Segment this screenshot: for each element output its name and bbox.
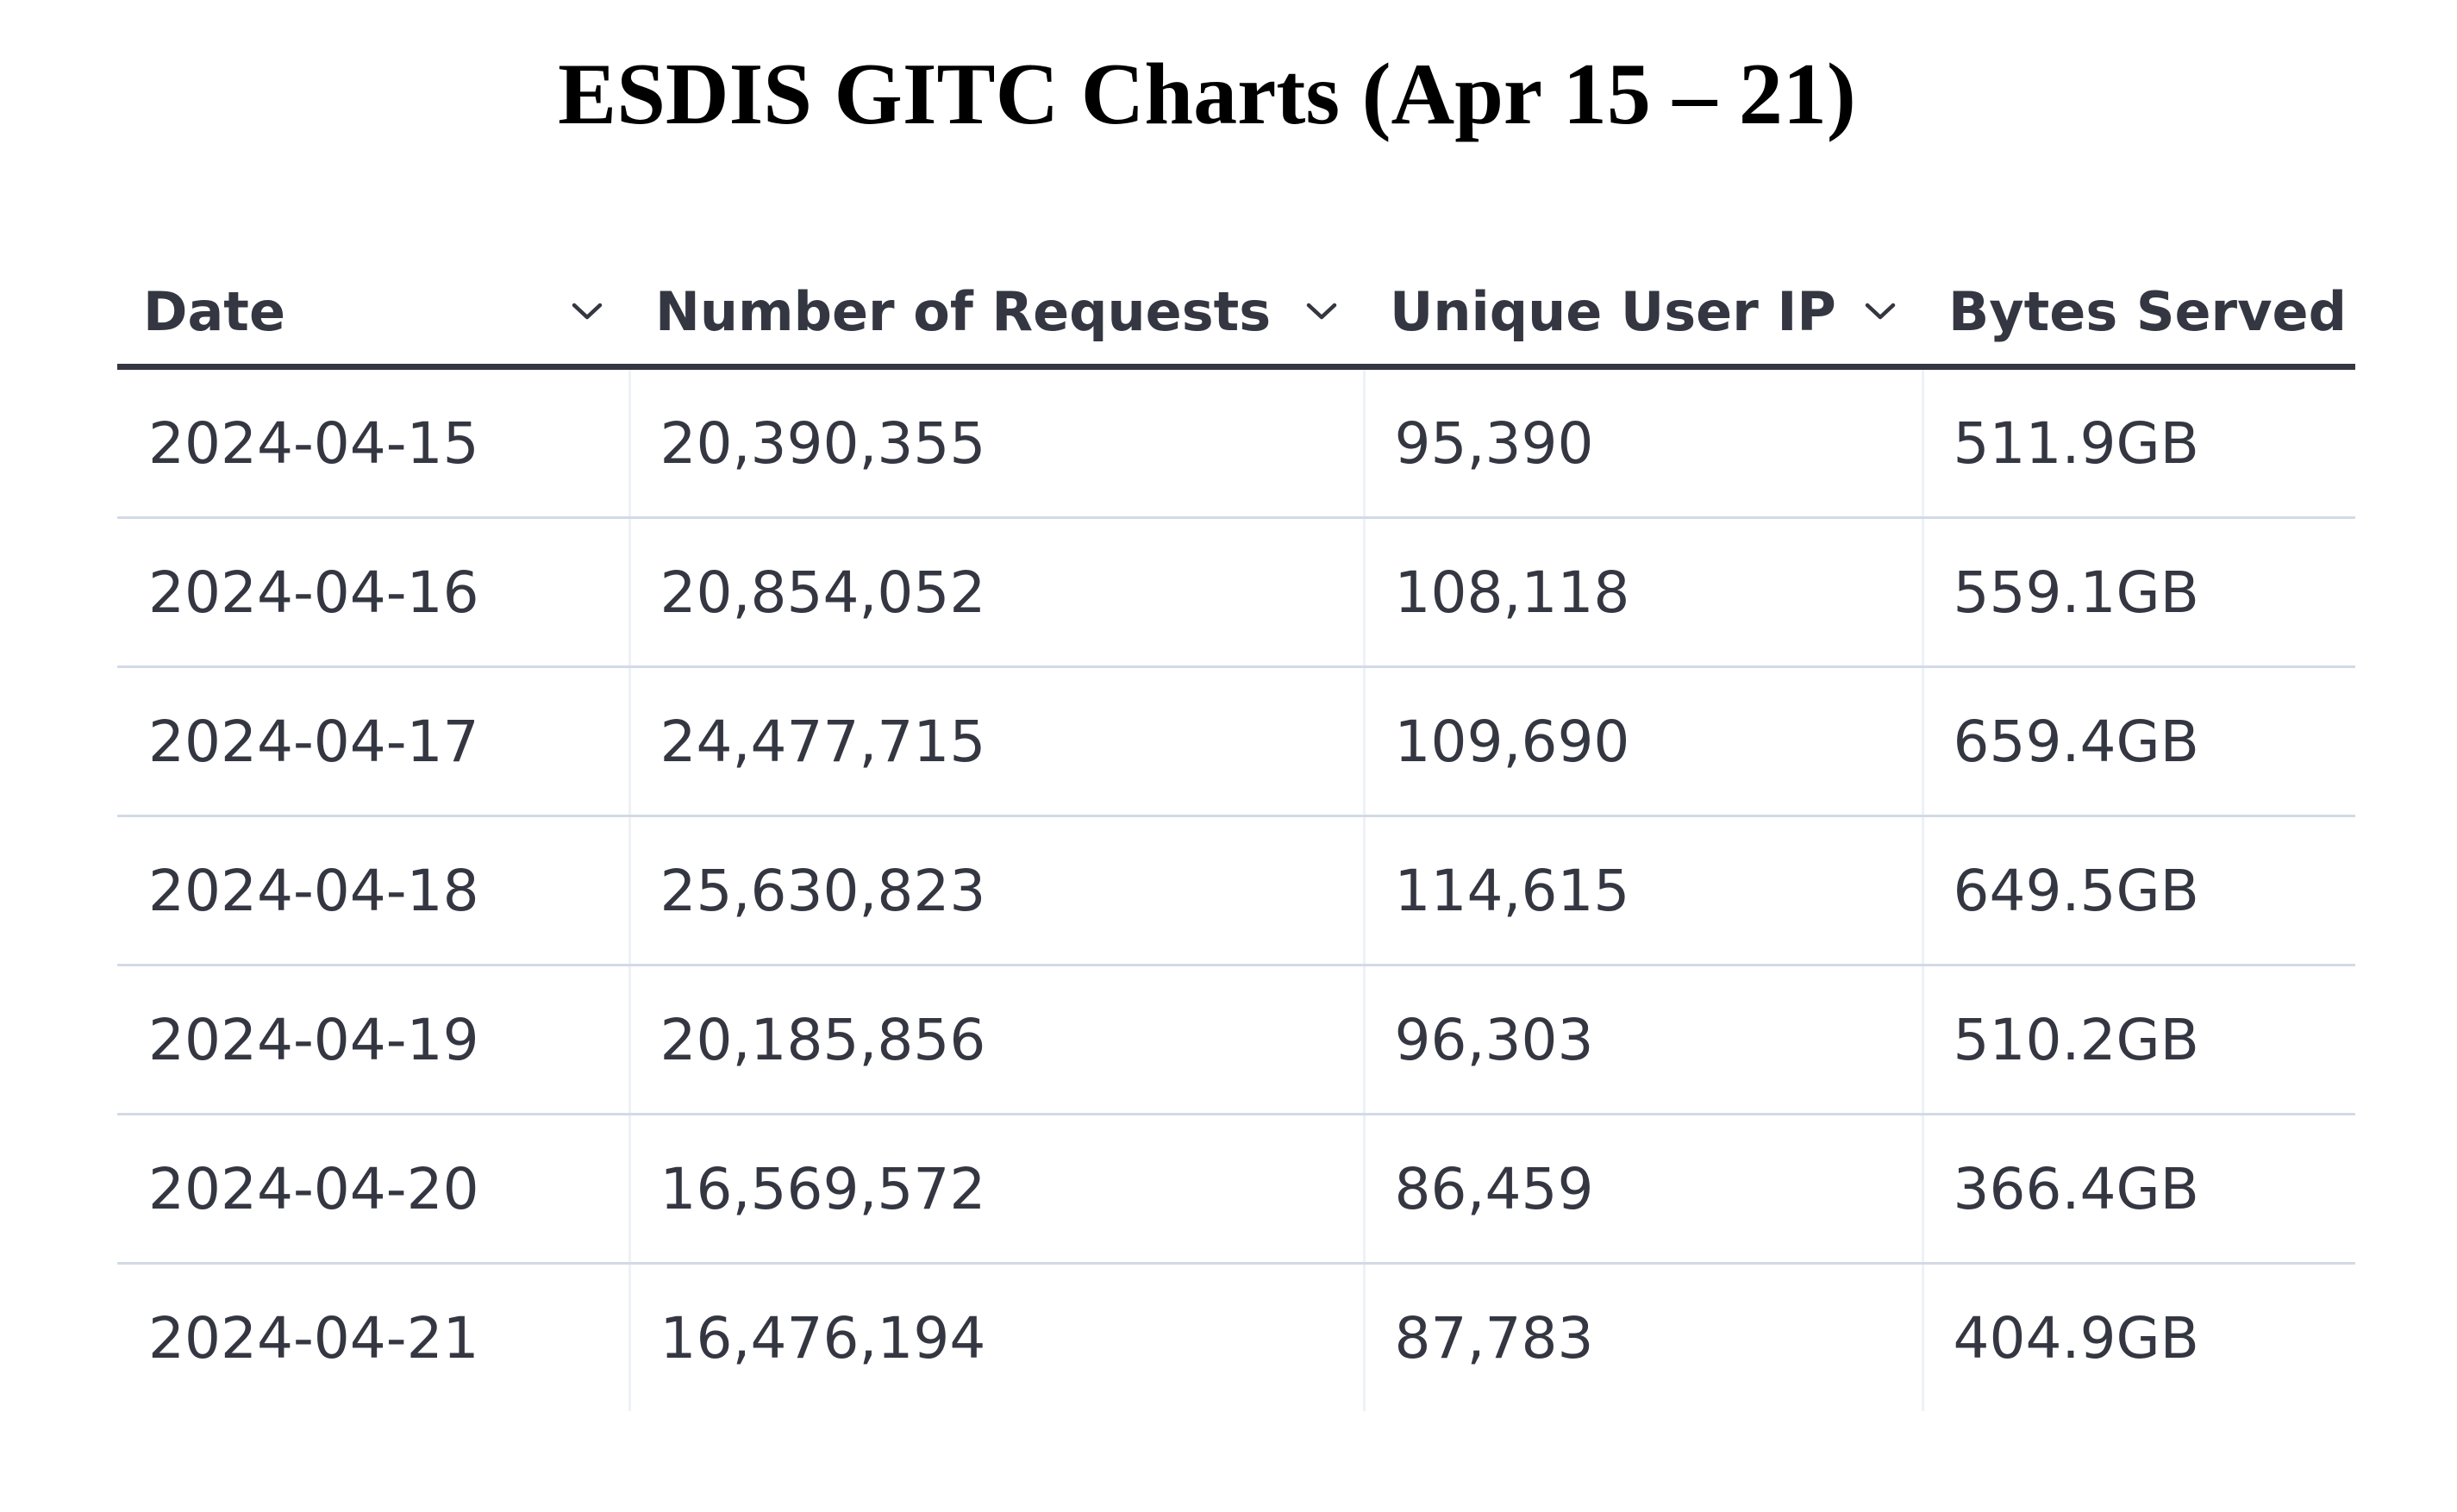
column-header-number-of-requests[interactable]: Number of Requests — [629, 259, 1364, 370]
cell-unique-user-ip: 109,690 — [1362, 666, 1922, 817]
table-row: 2024-04-19 20,185,856 96,303 510.2GB — [117, 965, 2355, 1115]
table-row: 2024-04-20 16,569,572 86,459 366.4GB — [117, 1114, 2355, 1265]
table-row: 2024-04-21 16,476,194 87,783 404.9GB — [117, 1263, 2355, 1411]
cell-bytes-served: 559.1GB — [1921, 517, 2355, 668]
cell-number-of-requests: 16,569,572 — [628, 1114, 1364, 1265]
column-header-label: Unique User IP — [1390, 279, 1836, 343]
table-row: 2024-04-16 20,854,052 108,118 559.1GB — [117, 517, 2355, 668]
cell-number-of-requests: 24,477,715 — [628, 666, 1364, 817]
column-header-label: Number of Requests — [655, 279, 1272, 343]
column-header-label: Bytes Served — [1948, 279, 2347, 343]
cell-number-of-requests: 16,476,194 — [628, 1263, 1364, 1411]
cell-unique-user-ip: 96,303 — [1362, 965, 1922, 1115]
cell-number-of-requests: 25,630,823 — [628, 815, 1364, 966]
cell-number-of-requests: 20,390,355 — [628, 366, 1364, 519]
cell-date: 2024-04-18 — [117, 815, 629, 966]
cell-bytes-served: 510.2GB — [1921, 965, 2355, 1115]
chevron-down-icon[interactable] — [1864, 301, 1897, 322]
cell-bytes-served: 659.4GB — [1921, 666, 2355, 817]
page-title: ESDIS GITC Charts (Apr 15 – 21) — [558, 46, 1856, 143]
cell-unique-user-ip: 87,783 — [1362, 1263, 1922, 1411]
cell-date: 2024-04-17 — [117, 666, 629, 817]
cell-date: 2024-04-19 — [117, 965, 629, 1115]
column-header-date[interactable]: Date — [117, 259, 629, 370]
cell-bytes-served: 649.5GB — [1921, 815, 2355, 966]
cell-bytes-served: 366.4GB — [1921, 1114, 2355, 1265]
chevron-down-icon[interactable] — [1305, 301, 1338, 322]
cell-bytes-served: 511.9GB — [1921, 366, 2355, 519]
table-header-row: Date Number of Requests — [117, 259, 2355, 370]
column-header-bytes-served[interactable]: Bytes Served — [1922, 259, 2355, 370]
table-body: 2024-04-15 20,390,355 95,390 511.9GB 202… — [117, 366, 2355, 1411]
stats-table-container: Date Number of Requests — [117, 259, 2355, 1411]
table-row: 2024-04-18 25,630,823 114,615 649.5GB — [117, 815, 2355, 966]
cell-number-of-requests: 20,854,052 — [628, 517, 1364, 668]
cell-unique-user-ip: 86,459 — [1362, 1114, 1922, 1265]
cell-unique-user-ip: 108,118 — [1362, 517, 1922, 668]
cell-date: 2024-04-15 — [117, 366, 629, 519]
table-header: Date Number of Requests — [117, 259, 2355, 370]
cell-date: 2024-04-20 — [117, 1114, 629, 1265]
stats-table: Date Number of Requests — [117, 259, 2355, 1411]
cell-date: 2024-04-21 — [148, 1304, 479, 1371]
cell-unique-user-ip: 114,615 — [1362, 815, 1922, 966]
cell-number-of-requests: 20,185,856 — [628, 965, 1364, 1115]
column-header-unique-user-ip[interactable]: Unique User IP — [1364, 259, 1922, 370]
cell-date: 2024-04-16 — [117, 517, 629, 668]
cell-unique-user-ip: 95,390 — [1362, 366, 1922, 519]
table-row: 2024-04-15 20,390,355 95,390 511.9GB — [117, 366, 2355, 519]
chevron-down-icon[interactable] — [571, 301, 603, 322]
table-row: 2024-04-17 24,477,715 109,690 659.4GB — [117, 666, 2355, 817]
column-header-label: Date — [143, 279, 285, 343]
cell-bytes-served: 404.9GB — [1921, 1263, 2355, 1411]
